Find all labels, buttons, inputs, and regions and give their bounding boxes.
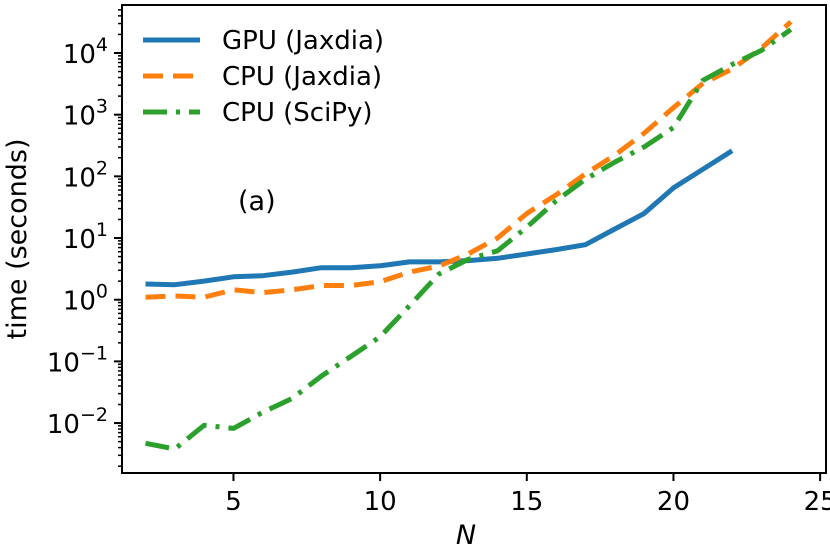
plot-lines [145, 19, 793, 452]
y-tick-label-1: 10−1 [47, 342, 108, 378]
y-tick-label-0: 10−2 [47, 404, 108, 440]
y-axis-label: time (seconds) [2, 138, 33, 339]
legend-label-0: GPU (Jaxdia) [222, 26, 384, 56]
x-tick-label-3: 20 [657, 487, 690, 517]
annotation-a: (a) [238, 186, 276, 217]
legend-label-2: CPU (SciPy) [222, 98, 373, 128]
series-line-2 [145, 27, 793, 452]
series-line-0 [145, 148, 734, 288]
series-line-1 [145, 19, 793, 300]
y-tick-label-4: 102 [63, 157, 108, 193]
x-axis-label: N [456, 520, 476, 551]
y-tick-label-2: 100 [63, 281, 108, 317]
x-tick-label-4: 25 [804, 487, 830, 517]
legend: GPU (Jaxdia) CPU (Jaxdia) CPU (SciPy) [143, 26, 384, 128]
y-tick-label-6: 104 [63, 34, 108, 70]
x-axis: 5 10 15 20 25 [225, 473, 830, 517]
y-tick-label-5: 103 [63, 96, 108, 132]
y-tick-label-3: 101 [63, 219, 108, 255]
y-axis: 10−2 10−1 100 101 102 103 104 [47, 9, 122, 467]
x-tick-label-2: 15 [510, 487, 543, 517]
legend-label-1: CPU (Jaxdia) [222, 62, 382, 92]
x-tick-label-1: 10 [364, 487, 397, 517]
x-tick-label-0: 5 [225, 487, 242, 517]
